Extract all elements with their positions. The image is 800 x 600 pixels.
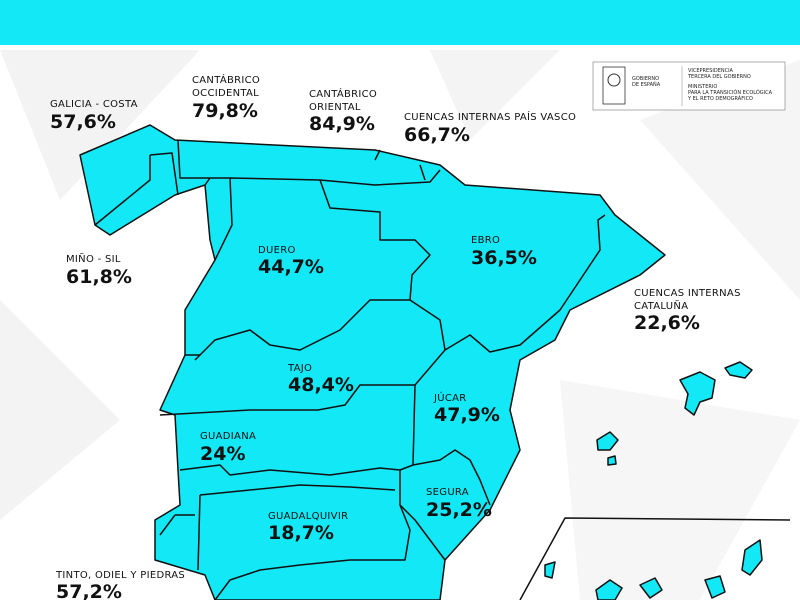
logo-line: GOBIERNO	[632, 76, 659, 82]
basin-name: TINTO, ODIEL Y PIEDRAS	[55, 570, 185, 581]
basin-value: 25,2%	[426, 499, 492, 521]
canary-island	[704, 575, 726, 599]
basin-name: TAJO	[287, 363, 312, 374]
basin-value: 57,2%	[56, 581, 122, 600]
logo-line: PARA LA TRANSICIÓN ECOLÓGICA	[688, 89, 773, 96]
top-bar	[0, 0, 800, 45]
basin-name: OCCIDENTAL	[192, 88, 259, 99]
basin-name: CANTÁBRICO	[309, 87, 377, 100]
balearic-island	[724, 361, 753, 379]
basin-value: 79,8%	[192, 100, 258, 122]
basin-value: 24%	[200, 443, 245, 465]
basin-name: SEGURA	[426, 487, 469, 498]
basin-name: GUADALQUIVIR	[268, 511, 348, 522]
canary-island	[639, 577, 663, 599]
basin-name: CUENCAS INTERNAS PAÍS VASCO	[404, 110, 576, 123]
logo-line: TERCERA DEL GOBIERNO	[687, 74, 751, 80]
canary-island	[544, 561, 556, 579]
basin-name: GALICIA - COSTA	[50, 99, 138, 110]
basin-name: MIÑO - SIL	[66, 252, 121, 265]
balearic-island	[679, 371, 716, 416]
basin-name: CANTÁBRICO	[192, 73, 260, 86]
balearic-island	[596, 431, 619, 451]
basin-name: ORIENTAL	[309, 102, 361, 113]
basin-name: CATALUÑA	[634, 299, 688, 312]
basin-name: JÚCAR	[433, 391, 467, 404]
basin-value: 66,7%	[404, 124, 470, 146]
logo-line: DE ESPAÑA	[632, 81, 661, 88]
canary-island	[741, 539, 763, 576]
basin-name: DUERO	[258, 245, 296, 256]
basin-name: EBRO	[471, 235, 500, 246]
basin-value: 18,7%	[268, 522, 334, 544]
logo-line: Y EL RETO DEMOGRÁFICO	[687, 95, 753, 102]
canary-frame	[519, 517, 791, 600]
basin-value: 22,6%	[634, 312, 700, 334]
canary-island	[595, 579, 623, 600]
balearic-island	[607, 455, 617, 466]
basin-value: 84,9%	[309, 113, 375, 135]
logo	[592, 61, 786, 111]
spain-map	[79, 124, 791, 600]
basin-value: 44,7%	[258, 256, 324, 278]
basin-value: 47,9%	[434, 404, 500, 426]
basin-value: 48,4%	[288, 374, 354, 396]
basin-border	[94, 139, 606, 600]
basin-value: 57,6%	[50, 111, 116, 133]
basin-value: 61,8%	[66, 266, 132, 288]
basin-value: 36,5%	[471, 247, 537, 269]
basin-name: CUENCAS INTERNAS	[634, 288, 741, 299]
mainland	[79, 124, 666, 600]
logo-line: MINISTERIO	[688, 84, 717, 90]
basin-name: GUADIANA	[200, 431, 256, 442]
logo-line: VICEPRESIDENCIA	[688, 68, 734, 74]
